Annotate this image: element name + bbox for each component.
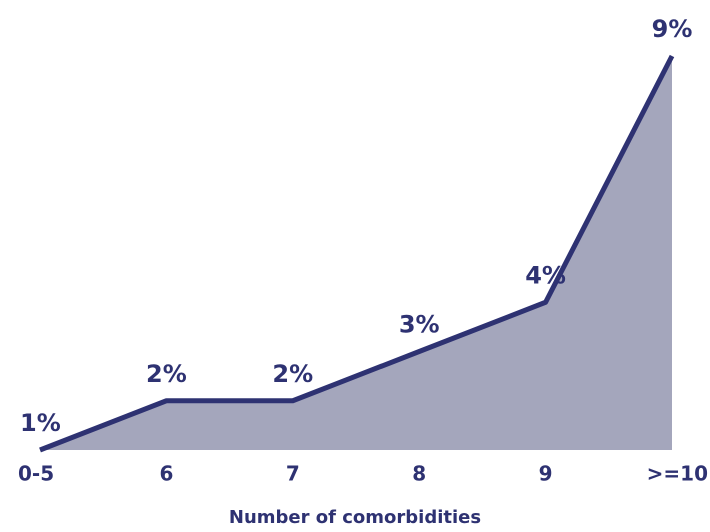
value-label: 3% [399,311,440,339]
x-tick-label: 8 [412,462,426,486]
x-tick-label: 6 [159,462,173,486]
value-label: 1% [20,409,61,437]
x-tick-label: 9 [539,462,553,486]
area-fill [40,56,672,450]
x-tick-label: >=10 [647,462,708,486]
line [39,54,675,453]
x-axis-label: Number of comorbidities [229,507,481,528]
x-tick-label: 7 [286,462,300,486]
x-tick-label: 0-5 [18,462,54,486]
value-label: 2% [146,360,187,388]
value-label: 2% [272,360,313,388]
value-label: 9% [652,15,693,43]
value-label: 4% [525,261,566,289]
